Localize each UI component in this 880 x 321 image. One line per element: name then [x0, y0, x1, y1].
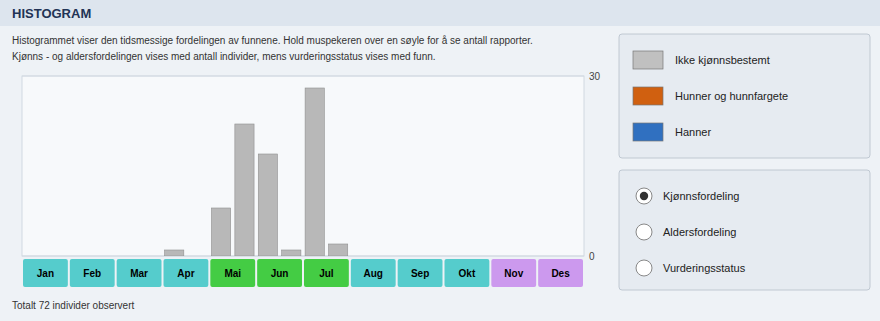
chart: HISTOGRAM Histogrammet viser den tidsmess… — [0, 0, 880, 321]
month-label: Sep — [411, 268, 429, 279]
bar: 0 — [469, 256, 488, 257]
legend-label: Ikke kjønnsbestemt — [675, 54, 770, 66]
footer: Totalt 72 individer observert — [12, 300, 135, 311]
month-band — [257, 259, 302, 287]
bar: 1 — [165, 250, 184, 256]
y-tick-label: 30 — [589, 71, 601, 82]
legend-label: Hanner — [675, 126, 711, 138]
bar: 0 — [188, 256, 207, 257]
month-label: Jun — [271, 268, 289, 279]
bar: 0 — [446, 256, 465, 257]
month-band — [445, 259, 490, 287]
bar: 0 — [71, 256, 90, 257]
month-band — [351, 259, 396, 287]
bars: 000000108221712820000000000 — [165, 88, 348, 256]
title: HISTOGRAM — [12, 6, 91, 21]
bar: 0 — [539, 256, 558, 257]
bar: 0 — [48, 256, 67, 257]
plot-area — [22, 76, 584, 256]
month-band — [70, 259, 115, 287]
month-band — [491, 259, 536, 287]
month-label: Mar — [130, 268, 148, 279]
bar: 8 — [211, 208, 230, 256]
bar: 0 — [118, 256, 137, 257]
month-label: Aug — [364, 268, 383, 279]
bar: 0 — [422, 256, 441, 257]
radio-button[interactable]: Vurderingsstatus — [636, 260, 746, 276]
legend-label: Hunner og hunnfargete — [675, 90, 788, 102]
description: Kjønns - og aldersfordelingen vises med … — [12, 51, 436, 62]
radio-label[interactable]: Kjønnsfordeling — [663, 190, 739, 202]
radio-circle[interactable] — [636, 224, 652, 240]
bar: 0 — [24, 256, 43, 257]
month-band — [117, 259, 162, 287]
bar: 28 — [305, 88, 324, 256]
legend-swatch — [633, 51, 663, 69]
month-band — [23, 259, 68, 287]
radio-circle[interactable] — [636, 188, 652, 204]
bar: 0 — [516, 256, 535, 257]
radio-dot[interactable] — [640, 192, 648, 200]
legend — [619, 34, 870, 158]
bar: 0 — [141, 256, 160, 257]
grid-line — [22, 76, 584, 77]
radio-button[interactable]: Kjønnsfordeling — [636, 188, 739, 204]
bar: 17 — [258, 154, 277, 256]
radio-label[interactable]: Aldersfordeling — [663, 226, 736, 238]
grid-line — [22, 256, 584, 257]
legend-swatch — [633, 123, 663, 141]
month-label: Apr — [177, 268, 194, 279]
radio-button[interactable]: Aldersfordeling — [636, 224, 736, 240]
month-label: Mai — [224, 268, 241, 279]
bar: 22 — [235, 124, 254, 256]
month-label: Okt — [459, 268, 476, 279]
description: Histogrammet viser den tidsmessige forde… — [12, 35, 533, 46]
bar: 0 — [563, 256, 582, 257]
bar: 0 — [352, 256, 371, 257]
month-band — [304, 259, 349, 287]
month-band — [164, 259, 209, 287]
month-label: Des — [551, 268, 570, 279]
background — [0, 0, 880, 321]
month-label: Jan — [37, 268, 54, 279]
radio-circle[interactable] — [636, 260, 652, 276]
month-label: Jul — [319, 268, 334, 279]
y-tick-label: 0 — [589, 251, 595, 262]
bar: 0 — [375, 256, 394, 257]
month-band — [210, 259, 255, 287]
radio-label[interactable]: Vurderingsstatus — [663, 262, 746, 274]
radio-panel — [619, 170, 870, 290]
bar: 0 — [94, 256, 113, 257]
legend-swatch — [633, 87, 663, 105]
bar: 2 — [329, 244, 348, 256]
bar: 0 — [399, 256, 418, 257]
month-band — [538, 259, 583, 287]
month-label: Nov — [504, 268, 523, 279]
month-label: Feb — [83, 268, 101, 279]
bar: 0 — [492, 256, 511, 257]
bar: 1 — [282, 250, 301, 256]
header — [0, 0, 880, 26]
month-band — [398, 259, 443, 287]
